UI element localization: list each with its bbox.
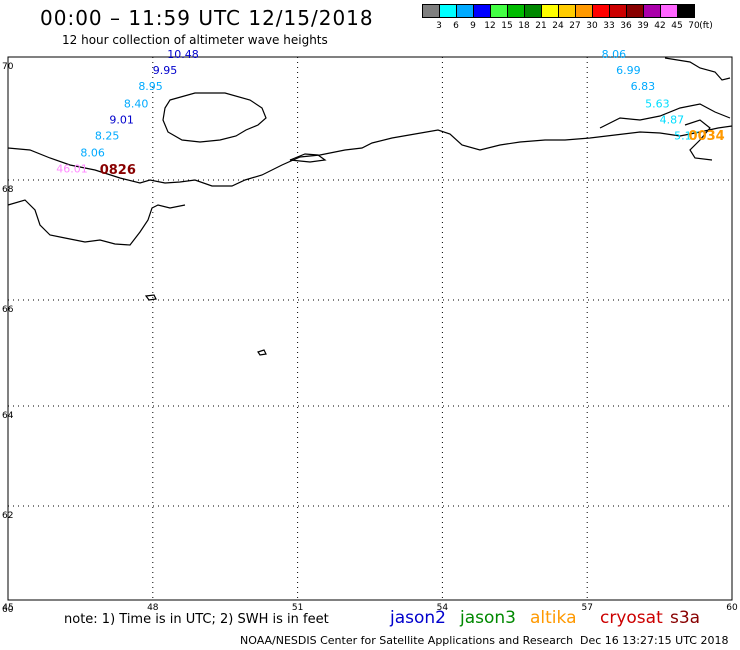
satellite-name: jason2	[390, 608, 446, 628]
wave-height-label: 4.87	[660, 113, 685, 126]
credit-line: NOAA/NESDIS Center for Satellite Applica…	[240, 634, 574, 647]
wave-height-label: 5.17	[674, 129, 699, 142]
legend-label: 33	[603, 21, 615, 31]
lat-tick-label: 60	[2, 605, 14, 615]
satellite-name: cryosat	[600, 608, 663, 628]
wave-height-label: 9.01	[109, 113, 134, 126]
legend-label: 39	[637, 21, 649, 31]
island-waigach	[289, 153, 327, 163]
wave-height-label: 6.83	[631, 80, 656, 93]
coastline-east-bay	[684, 119, 713, 161]
legend-label: 9	[470, 21, 476, 31]
wave-height-label: 10.48	[167, 48, 199, 61]
lon-tick-label: 51	[292, 603, 303, 613]
legend-label: 18	[518, 21, 530, 31]
legend-label: 12	[484, 21, 496, 31]
lon-tick-label: 45	[2, 603, 13, 613]
legend-label: 3	[436, 21, 442, 31]
wave-height-label: 5.63	[645, 97, 670, 110]
map-subtitle: 12 hour collection of altimeter wave hei…	[62, 33, 328, 47]
lat-tick-label: 64	[2, 411, 14, 421]
lon-tick-label: 57	[581, 603, 592, 613]
satellite-name: s3a	[670, 608, 701, 628]
legend-label: 70	[688, 21, 700, 31]
lon-tick-label: 54	[437, 603, 449, 613]
pass-time-label: 0826	[100, 163, 136, 178]
lon-tick-label: 60	[726, 603, 738, 613]
satellite-name: altika	[530, 608, 577, 628]
legend-label: 6	[453, 21, 459, 31]
lat-tick-label: 70	[2, 62, 14, 72]
altimeter-tracks: 10.48 9.95 8.95 8.40 9.01 8.25 8.06 46.01 8.06 6.…	[56, 48, 724, 178]
island-small-1	[144, 294, 157, 301]
lon-tick-label: 48	[147, 603, 159, 613]
wave-height-label: 8.06	[80, 147, 105, 160]
island-kolguyev	[162, 92, 267, 143]
legend-swatch	[677, 4, 695, 18]
legend-swatches	[422, 4, 695, 18]
legend-label: 42	[654, 21, 666, 31]
wave-height-label: 6.99	[616, 64, 641, 77]
color-legend: 3 6 9 12 15 18 21 24 27 30 33 36 39 42 45 70 (ft)	[422, 4, 713, 35]
wave-height-label: 8.06	[602, 48, 627, 61]
legend-label: 45	[671, 21, 683, 31]
lat-tick-label: 66	[2, 305, 14, 315]
generated-timestamp: Dec 16 13:27:15 UTC 2018	[580, 634, 729, 647]
legend-label: 24	[552, 21, 564, 31]
pass-time-label: 0034	[689, 129, 725, 144]
map-frame	[7, 56, 733, 601]
legend-label: 36	[620, 21, 632, 31]
wave-height-label: 46.01	[56, 163, 87, 176]
coastline-novaya-zemlya	[664, 57, 731, 81]
legend-labels: 3 6 9 12 15 18 21 24 27 30 33 36 39 42 45 70 (ft)	[422, 21, 713, 35]
wave-height-label: 8.95	[138, 80, 163, 93]
coastline-yamal-fragments	[599, 103, 731, 129]
lat-tick-label: 62	[2, 511, 13, 521]
lat-tick-label: 68	[2, 185, 14, 195]
coastline-south-shore	[7, 199, 186, 246]
legend-label: 27	[569, 21, 581, 31]
wave-height-label: 8.25	[95, 129, 120, 142]
island-small-2	[257, 349, 267, 356]
coastline	[7, 57, 733, 356]
map-title: 00:00 – 11:59 UTC 12/15/2018	[40, 6, 374, 30]
legend-unit: (ft)	[699, 21, 713, 31]
wave-height-label: 9.95	[153, 64, 178, 77]
footnote: note: 1) Time is in UTC; 2) SWH is in fe…	[64, 612, 329, 627]
legend-label: 30	[586, 21, 598, 31]
legend-label: 15	[501, 21, 513, 31]
wave-height-label: 8.40	[124, 97, 149, 110]
satellite-name: jason3	[460, 608, 516, 628]
legend-label: 21	[535, 21, 547, 31]
coastline-mainland	[7, 125, 733, 187]
